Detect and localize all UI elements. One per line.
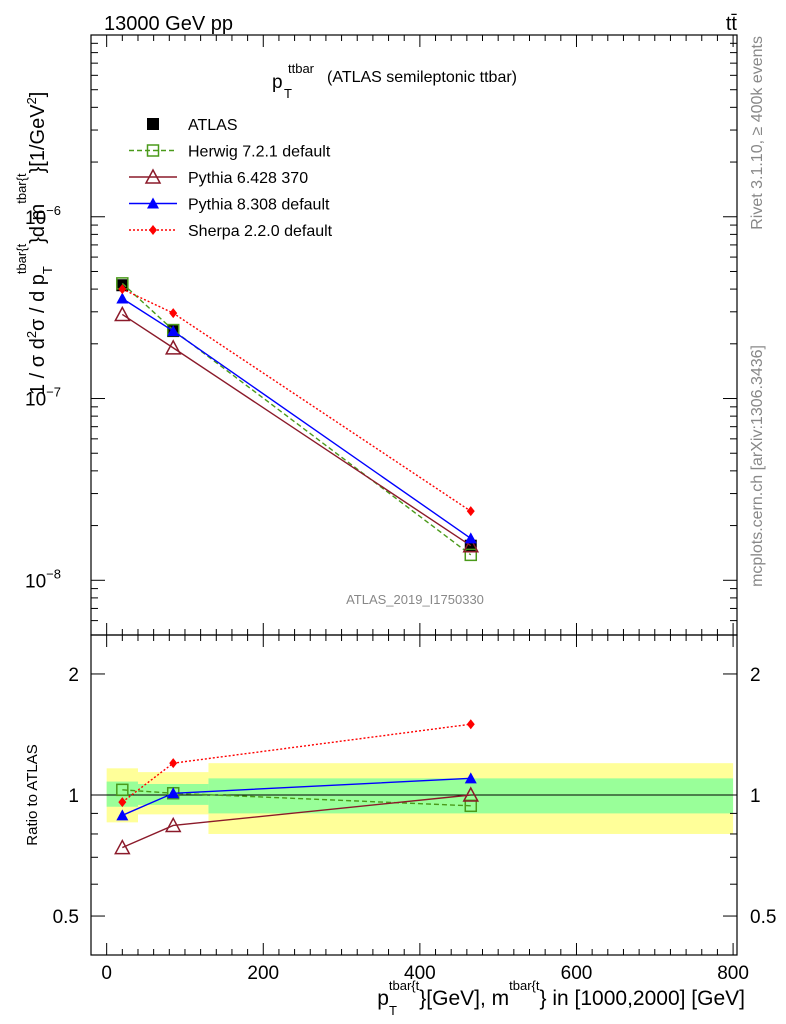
- legend-marker-atlas: [147, 118, 159, 130]
- legend-marker-0: [146, 144, 160, 157]
- main-point-0-2: [464, 548, 478, 562]
- main-ytick-label: 10−7: [25, 385, 61, 411]
- legend-label-atlas: ATLAS: [188, 117, 238, 134]
- main-point-3-0: [118, 284, 127, 295]
- ratio-point-2-2: [464, 772, 477, 784]
- x-tick-label: 200: [247, 963, 279, 984]
- x-tick-label: 0: [101, 963, 112, 984]
- main-point-2-2: [464, 532, 477, 544]
- ratio-point-0-0: [116, 783, 129, 797]
- energy-label: 13000 GeV pp: [104, 13, 233, 35]
- ratio-ylabel: Ratio to ATLAS: [24, 744, 41, 845]
- main-title: p T ttbar (ATLAS semileptonic ttbar): [272, 61, 517, 101]
- main-ytick-label: 10−8: [25, 566, 61, 592]
- main-point-3-2: [466, 506, 475, 517]
- main-ytick-label: 10−6: [25, 203, 61, 229]
- ratio-point-3-0: [118, 797, 127, 808]
- main-ylabel: 1 / σ d2σ / d pTtbar{t}d mtbar{t}[1/GeV2…: [14, 92, 55, 395]
- ratio-point-3-1: [169, 758, 178, 769]
- main-title-rest: (ATLAS semileptonic ttbar): [327, 69, 517, 86]
- main-point-2-0: [116, 292, 129, 304]
- main-line-1: [121, 313, 472, 547]
- x-tick-label: 600: [561, 963, 593, 984]
- ratio-point-1-2: [462, 786, 480, 802]
- mcplots-label: mcplots.cern.ch [arXiv:1306.3436]: [749, 345, 766, 587]
- main-point-1-1: [164, 339, 182, 355]
- main-title-p: p: [272, 72, 283, 93]
- legend: ATLAS Herwig 7.2.1 default Pythia 6.428 37…: [129, 117, 333, 240]
- main-series: [114, 277, 480, 562]
- rivet-label: Rivet 3.1.10, ≥ 400k events: [749, 36, 766, 230]
- band-inner-2: [208, 778, 734, 814]
- ratio-point-2-0: [116, 809, 129, 821]
- ratio-point-1-1: [164, 816, 182, 833]
- legend-label-1: Pythia 6.428 370: [188, 170, 308, 187]
- legend-marker-3: [149, 225, 157, 235]
- main-title-sub: T: [284, 86, 292, 101]
- legend-label-3: Sherpa 2.2.0 default: [188, 223, 333, 240]
- legend-marker-2: [147, 197, 159, 209]
- main-title-sup: ttbar: [288, 61, 315, 76]
- main-line-3: [122, 288, 472, 512]
- ratio-ytick-label: 0.5: [53, 907, 79, 928]
- ratio-ytick-label-right: 2: [750, 665, 761, 686]
- x-tick-label: 400: [404, 963, 436, 984]
- ratio-point-3-2: [466, 719, 475, 730]
- legend-label-0: Herwig 7.2.1 default: [188, 144, 331, 161]
- ratio-xlabel: pTtbar{t}[GeV], mtbar{t} in [1000,2000] …: [377, 978, 745, 1018]
- main-point-2-1: [167, 325, 180, 337]
- ratio-line-1: [122, 794, 471, 849]
- ratio-ytick-label: 1: [68, 786, 79, 807]
- analysis-id: ATLAS_2019_I1750330: [346, 592, 484, 607]
- ratio-ytick-label-right: 0.5: [750, 907, 776, 928]
- legend-marker-1: [144, 168, 162, 184]
- process-label: tt̄: [726, 13, 738, 35]
- main-point-1-2: [462, 537, 480, 553]
- ratio-ytick-label-right: 1: [750, 786, 761, 807]
- x-tick-label: 800: [717, 963, 749, 984]
- ratio-point-1-0: [114, 838, 131, 855]
- ratio-series: [114, 719, 480, 855]
- ratio-point-2-1: [167, 787, 180, 799]
- main-point-3-1: [169, 308, 178, 319]
- main-point-1-0: [114, 305, 131, 322]
- legend-label-2: Pythia 8.308 default: [188, 197, 330, 214]
- axes: 0 200 400 600 800 10−8 10−7 10−6 0.5 0.5 1 1 2 2: [25, 34, 776, 984]
- ratio-ytick-label: 2: [68, 665, 79, 686]
